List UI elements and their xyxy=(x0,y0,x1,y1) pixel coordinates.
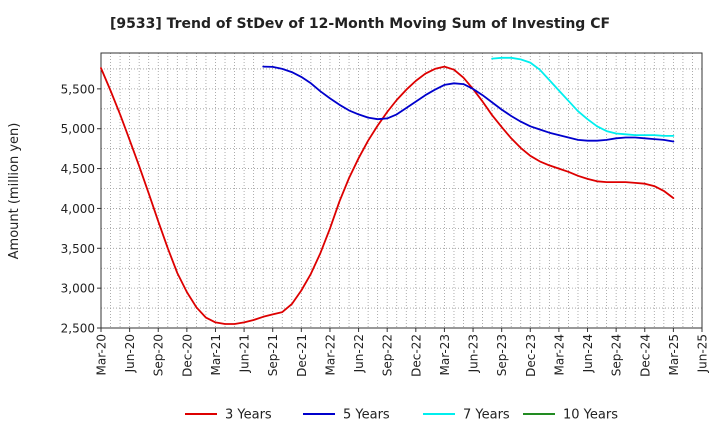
x-tick-label: Mar-25 xyxy=(667,334,681,375)
x-tick-label: Sep-21 xyxy=(266,334,280,376)
legend-label-7-years: 7 Years xyxy=(463,408,510,423)
x-tick-label: Mar-21 xyxy=(209,334,223,375)
x-tick-label: Dec-21 xyxy=(295,334,309,377)
x-tick-label: Jun-23 xyxy=(467,334,481,373)
x-tick-label: Mar-20 xyxy=(95,334,109,375)
x-tick-label: Jun-25 xyxy=(696,334,710,373)
plot-frame xyxy=(100,52,703,329)
grid-layer xyxy=(101,53,702,328)
chart-title: [9533] Trend of StDev of 12-Month Moving… xyxy=(110,16,610,32)
series-line-3-years xyxy=(100,65,675,325)
x-tick-label: Dec-24 xyxy=(638,334,652,377)
axis-layer: 2,500 3,000 3,500 4,000 4,500 5,000 5,500 Mar-2… xyxy=(61,52,710,377)
series-line-7-years xyxy=(491,56,675,137)
x-tick-label: Jun-21 xyxy=(238,334,252,373)
x-tick-label: Sep-23 xyxy=(495,334,509,376)
x-tick-label: Dec-20 xyxy=(180,334,194,377)
x-tick-label: Sep-22 xyxy=(381,334,395,376)
x-tick-label: Sep-24 xyxy=(610,334,624,376)
x-tick-label: Mar-22 xyxy=(323,334,337,375)
series-line-5-years xyxy=(262,65,675,143)
y-tick-label: 2,500 xyxy=(61,322,95,336)
x-tick-label: Dec-22 xyxy=(409,334,423,377)
y-tick-label: 3,500 xyxy=(61,242,95,256)
legend-label-10-years: 10 Years xyxy=(563,408,618,423)
y-tick-label: 4,000 xyxy=(61,202,95,216)
legend-label-5-years: 5 Years xyxy=(343,408,390,423)
x-tick-label: Mar-24 xyxy=(552,334,566,375)
plot-area xyxy=(101,53,702,328)
y-tick-label: 5,500 xyxy=(61,82,95,96)
y-axis-label: Amount (million yen) xyxy=(7,123,22,260)
x-tick-label: Sep-20 xyxy=(152,334,166,376)
series-layer xyxy=(100,56,675,325)
legend: 3 Years 5 Years 7 Years 10 Years xyxy=(185,408,618,423)
x-tick-label: Jun-20 xyxy=(123,334,137,373)
x-tick-label: Dec-23 xyxy=(524,334,538,377)
y-tick-label: 3,000 xyxy=(61,282,95,296)
x-tick-label: Jun-22 xyxy=(352,334,366,373)
x-tick-label: Mar-23 xyxy=(438,334,452,375)
x-tick-label: Jun-24 xyxy=(581,334,595,373)
y-tick-label: 5,000 xyxy=(61,122,95,136)
legend-label-3-years: 3 Years xyxy=(225,408,272,423)
y-tick-label: 4,500 xyxy=(61,162,95,176)
